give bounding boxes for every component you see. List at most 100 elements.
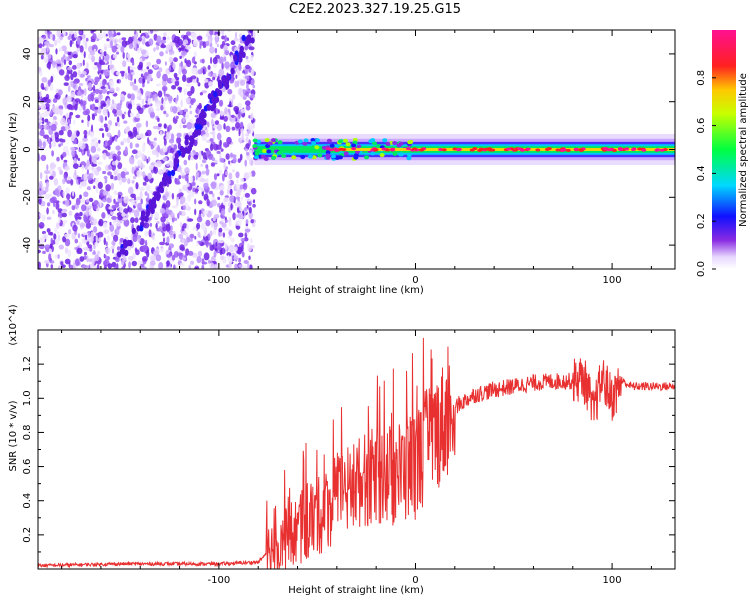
- spectrogram-noise-dot: [89, 130, 94, 138]
- spectrogram-noise-dot: [54, 227, 58, 233]
- spectrogram-trace-dot: [139, 225, 144, 232]
- spectrogram-noise-dot: [108, 156, 112, 160]
- spectrogram-noise-dot: [244, 75, 250, 79]
- spectrogram-noise-dot: [181, 225, 185, 232]
- spectrogram-noise-dot: [162, 73, 168, 82]
- spectrogram-noise-dot: [110, 245, 115, 250]
- spectrogram-noise-dot: [111, 204, 117, 209]
- spectrogram-noise-dot: [187, 90, 193, 97]
- spectrogram-noise-dot: [209, 143, 214, 151]
- spectrogram-noise-dot: [152, 125, 159, 130]
- spectrogram-noise-dot: [198, 152, 202, 160]
- spectrogram-noise-dot: [172, 106, 178, 114]
- spectrogram-noise-dot: [85, 234, 88, 241]
- spectrogram-band-peak: [555, 148, 561, 152]
- spectrogram-noise-dot: [150, 106, 154, 111]
- spectrogram-noise-dot: [230, 54, 234, 62]
- spectrogram-noise-dot: [79, 73, 85, 78]
- spectrogram-noise-dot: [139, 238, 145, 246]
- spectrogram-noise-dot: [186, 77, 191, 84]
- spectrogram-noise-dot: [71, 205, 76, 211]
- spectrogram-noise-dot: [64, 238, 71, 247]
- spectrogram-noise-dot: [169, 147, 175, 154]
- spectrogram-noise-dot: [119, 205, 124, 213]
- spectrogram-noise-dot: [81, 119, 84, 124]
- spectrogram-noise-dot: [56, 156, 60, 162]
- spectrogram-noise-dot: [201, 58, 205, 64]
- spectrogram-noise-dot: [182, 239, 185, 243]
- spectrogram-noise-dot: [107, 235, 110, 241]
- spectrogram-trace-dot: [200, 109, 205, 117]
- spectrogram-noise-dot: [130, 93, 136, 101]
- spectrogram-noise-dot: [197, 231, 201, 238]
- spectrogram-noise-dot: [223, 115, 228, 122]
- spectrogram-noise-dot: [178, 87, 182, 93]
- spectrogram-noise-dot: [228, 244, 235, 253]
- spectrogram-noise-dot: [77, 157, 80, 162]
- spectrogram-noise-dot: [81, 164, 85, 171]
- spectrogram-noise-dot: [96, 264, 100, 269]
- spectrogram-band-blob: [266, 149, 272, 154]
- spectrogram-noise-dot: [66, 180, 71, 184]
- snr-x-tick-label: 100: [603, 575, 622, 586]
- spectrogram-noise-dot: [46, 216, 52, 220]
- spectrogram-noise-dot: [47, 202, 51, 207]
- spectrogram-noise-dot: [76, 130, 80, 137]
- spectrogram-noise-dot: [143, 142, 146, 146]
- spectrogram-noise-dot: [165, 136, 170, 140]
- spectrogram-noise-dot: [168, 266, 171, 269]
- spectrogram-band-blob: [297, 139, 303, 144]
- spectrogram-band-blob: [331, 154, 336, 159]
- spectrogram-trace-dot: [244, 39, 250, 46]
- spectrogram-noise-dot: [98, 218, 104, 227]
- spectrogram-noise-dot: [54, 132, 59, 140]
- colorbar-gradient: [712, 30, 736, 269]
- spectrogram-noise-dot: [166, 260, 170, 267]
- spectrogram-noise-dot: [235, 122, 241, 129]
- spectrogram-noise-dot: [105, 152, 111, 157]
- spectrogram-noise-dot: [252, 122, 255, 129]
- spectrogram-noise-dot: [146, 66, 150, 70]
- spectrogram-band-blob: [329, 143, 335, 148]
- spectrogram-noise-dot: [112, 109, 117, 114]
- spectrogram-noise-dot: [182, 257, 186, 261]
- spectrogram-noise-dot: [128, 36, 133, 45]
- spectrogram-noise-dot: [102, 170, 107, 175]
- spectrogram-noise-dot: [97, 32, 104, 40]
- spectrogram-noise-dot: [217, 109, 220, 114]
- spectrogram-noise-dot: [102, 152, 107, 160]
- spectrogram-band-peak: [577, 148, 583, 152]
- spectrogram-noise-dot: [114, 39, 117, 48]
- spectrogram-band-blob: [385, 141, 391, 146]
- spectrogram-noise-dot: [112, 247, 114, 254]
- spectrogram-noise-dot: [171, 85, 177, 90]
- spectrogram-noise-dot: [224, 107, 228, 114]
- spectrogram-noise-dot: [183, 240, 188, 247]
- spectrogram-x-tick-label: 100: [603, 275, 622, 286]
- spectrogram-noise-dot: [245, 143, 250, 150]
- spectrogram-noise-dot: [112, 102, 117, 109]
- spectrogram-noise-dot: [147, 69, 153, 75]
- spectrogram-trace-dot: [148, 199, 153, 206]
- spectrogram-noise-dot: [212, 76, 216, 81]
- spectrogram-noise-dot: [221, 35, 226, 40]
- spectrogram-noise-dot: [252, 84, 256, 89]
- spectrogram-noise-dot: [139, 163, 145, 169]
- spectrogram-noise-dot: [127, 131, 133, 137]
- spectrogram-noise-dot: [146, 61, 152, 67]
- spectrogram-noise-dot: [209, 30, 214, 36]
- spectrogram-noise-dot: [172, 50, 175, 55]
- spectrogram-noise-dot: [92, 251, 97, 255]
- spectrogram-noise-dot: [83, 129, 88, 136]
- spectrogram-noise-dot: [97, 231, 104, 238]
- spectrogram-noise-dot: [134, 43, 137, 51]
- spectrogram-noise-dot: [140, 263, 145, 268]
- spectrogram-noise-dot: [53, 178, 59, 186]
- spectrogram-noise-dot: [106, 38, 110, 42]
- spectrogram-noise-dot: [250, 54, 254, 62]
- spectrogram-noise-dot: [239, 137, 242, 144]
- spectrogram-noise-dot: [135, 113, 140, 119]
- spectrogram-noise-dot: [76, 220, 80, 225]
- spectrogram-noise-dot: [50, 75, 54, 83]
- spectrogram-noise-dot: [178, 175, 182, 180]
